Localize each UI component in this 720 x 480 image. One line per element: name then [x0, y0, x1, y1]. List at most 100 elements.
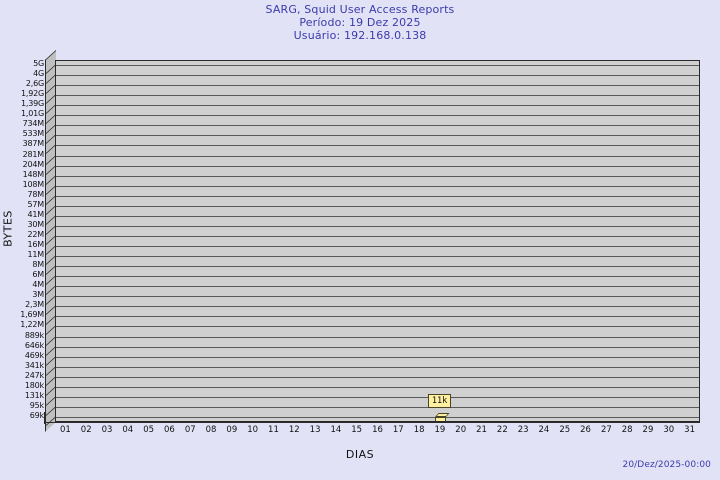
y-axis-tick-label: 1,92G — [20, 89, 44, 99]
x-axis-tick-label: 30 — [663, 425, 675, 435]
gridline — [56, 406, 699, 408]
gridline — [56, 145, 699, 147]
generation-timestamp: 20/Dez/2025-00:00 — [622, 460, 711, 470]
y-axis-tick-label: 4M — [32, 280, 44, 290]
gridline — [56, 205, 699, 207]
y-axis-stub — [44, 412, 45, 424]
x-axis-tick-label: 24 — [538, 425, 550, 435]
y-axis-tick-label: 1,22M — [20, 320, 44, 330]
y-axis-tick-label: 734M — [22, 119, 45, 129]
x-axis-tick-label: 26 — [580, 425, 591, 435]
y-axis-tick-label: 8M — [32, 260, 44, 270]
y-axis-tick-label: 2,6G — [25, 79, 44, 89]
gridline — [56, 417, 699, 418]
chart-title-block: SARG, Squid User Access Reports Período:… — [0, 3, 720, 43]
y-axis-tick-label: 4G — [33, 69, 44, 79]
x-axis-tick-label: 04 — [122, 425, 134, 435]
gridline — [56, 95, 699, 97]
x-axis-tick-label: 16 — [372, 425, 383, 435]
x-axis-tick-label: 17 — [392, 425, 404, 435]
x-axis-tick-label: 18 — [413, 425, 425, 435]
y-axis-tick-label: 69k — [29, 411, 44, 420]
gridline — [56, 195, 699, 197]
gridline — [56, 256, 699, 258]
x-axis-tick-label: 03 — [101, 425, 113, 435]
gridline — [56, 175, 699, 177]
x-axis-labels: 01 02 03 04 05 06 07 08 09 10 11 12 13 14 15 16 17 18 19 20… — [55, 425, 700, 437]
x-axis-tick-label: 14 — [330, 425, 342, 435]
y-axis-tick-label: 5G — [33, 59, 44, 68]
x-axis-tick-label: 20 — [455, 425, 467, 435]
y-axis-tick-label: 180k — [24, 380, 44, 390]
y-axis-tick-label: 646k — [24, 340, 44, 350]
gridline — [56, 215, 699, 217]
y-axis-tick-label: 1,01G — [20, 109, 44, 119]
gridline — [56, 165, 699, 167]
gridline — [56, 235, 699, 237]
gridline — [56, 246, 699, 248]
x-axis-tick-label: 23 — [517, 425, 529, 435]
gridline — [56, 376, 699, 378]
gridline — [56, 396, 699, 398]
y-axis-tick-label: 247k — [24, 370, 44, 380]
x-axis-tick-label: 31 — [684, 425, 695, 435]
y-axis-tick-label: 57M — [27, 199, 45, 209]
report-period: Período: 19 Dez 2025 — [299, 16, 421, 30]
x-axis-tick-label: 11 — [268, 425, 279, 435]
y-axis-tick-label: 533M — [22, 129, 45, 139]
gridline — [56, 336, 699, 338]
x-axis-tick-label: 05 — [143, 425, 155, 435]
gridline — [56, 356, 699, 358]
y-axis-tick-label: 148M — [22, 169, 45, 179]
gridline — [56, 306, 699, 308]
gridline — [56, 366, 699, 368]
y-axis-tick-label: 469k — [24, 350, 44, 360]
bar — [435, 417, 447, 421]
gridline — [56, 85, 699, 87]
x-axis-tick-label: 12 — [288, 425, 300, 435]
y-axis-tick-label: 1,69M — [20, 310, 44, 320]
x-axis-tick-label: 19 — [434, 425, 446, 435]
x-axis-tick-label: 27 — [600, 425, 612, 435]
x-axis-tick-label: 22 — [496, 425, 508, 435]
report-title: SARG, Squid User Access Reports — [265, 3, 455, 16]
gridline — [56, 225, 699, 227]
x-axis-title: DIAS — [345, 448, 375, 461]
x-axis-tick-label: 29 — [642, 425, 654, 435]
x-axis-tick-label: 06 — [164, 425, 175, 435]
x-axis-tick-label: 08 — [205, 425, 217, 435]
gridline — [56, 346, 699, 348]
y-axis-tick-label: 387M — [22, 139, 45, 149]
x-axis-tick-label: 02 — [80, 425, 92, 435]
x-axis-tick-label: 10 — [247, 425, 259, 435]
gridline — [56, 386, 699, 388]
y-axis-tick-label: 6M — [32, 270, 44, 280]
x-axis-tick-label: 21 — [476, 425, 487, 435]
y-axis-tick-label: 341k — [24, 360, 44, 370]
y-axis-tick-label: 3M — [32, 290, 44, 300]
x-axis-tick-label: 28 — [621, 425, 633, 435]
gridline — [56, 276, 699, 278]
gridline — [56, 105, 699, 107]
y-axis-tick-label: 41M — [27, 209, 45, 219]
x-axis-tick-label: 01 — [59, 425, 71, 435]
x-axis-line — [44, 422, 700, 423]
y-axis-title: BYTES — [1, 210, 15, 247]
y-axis-tick-label: 22M — [27, 229, 45, 239]
y-axis-tick-label: 11M — [27, 250, 45, 260]
y-axis-tick-label: 30M — [27, 219, 45, 229]
bar-value-label: 11k — [427, 394, 452, 408]
y-axis-tick-label: 95k — [29, 400, 44, 410]
y-axis-tick-label: 2,3M — [25, 300, 44, 310]
gridline — [56, 75, 699, 77]
gridline — [56, 125, 699, 127]
y-axis-tick-label: 1,39G — [20, 99, 44, 109]
y-axis-tick-label: 889k — [24, 330, 44, 340]
y-axis-tick-label: 108M — [22, 179, 45, 189]
y-axis-labels: 5G 4G 2,6G 1,92G 1,39G 1,01G 734M 533M 387M 281M 2… — [0, 0, 44, 480]
gridline — [56, 185, 699, 187]
gridline — [56, 155, 699, 157]
x-axis-tick-label: 07 — [184, 425, 196, 435]
y-axis-tick-label: 281M — [22, 149, 45, 159]
